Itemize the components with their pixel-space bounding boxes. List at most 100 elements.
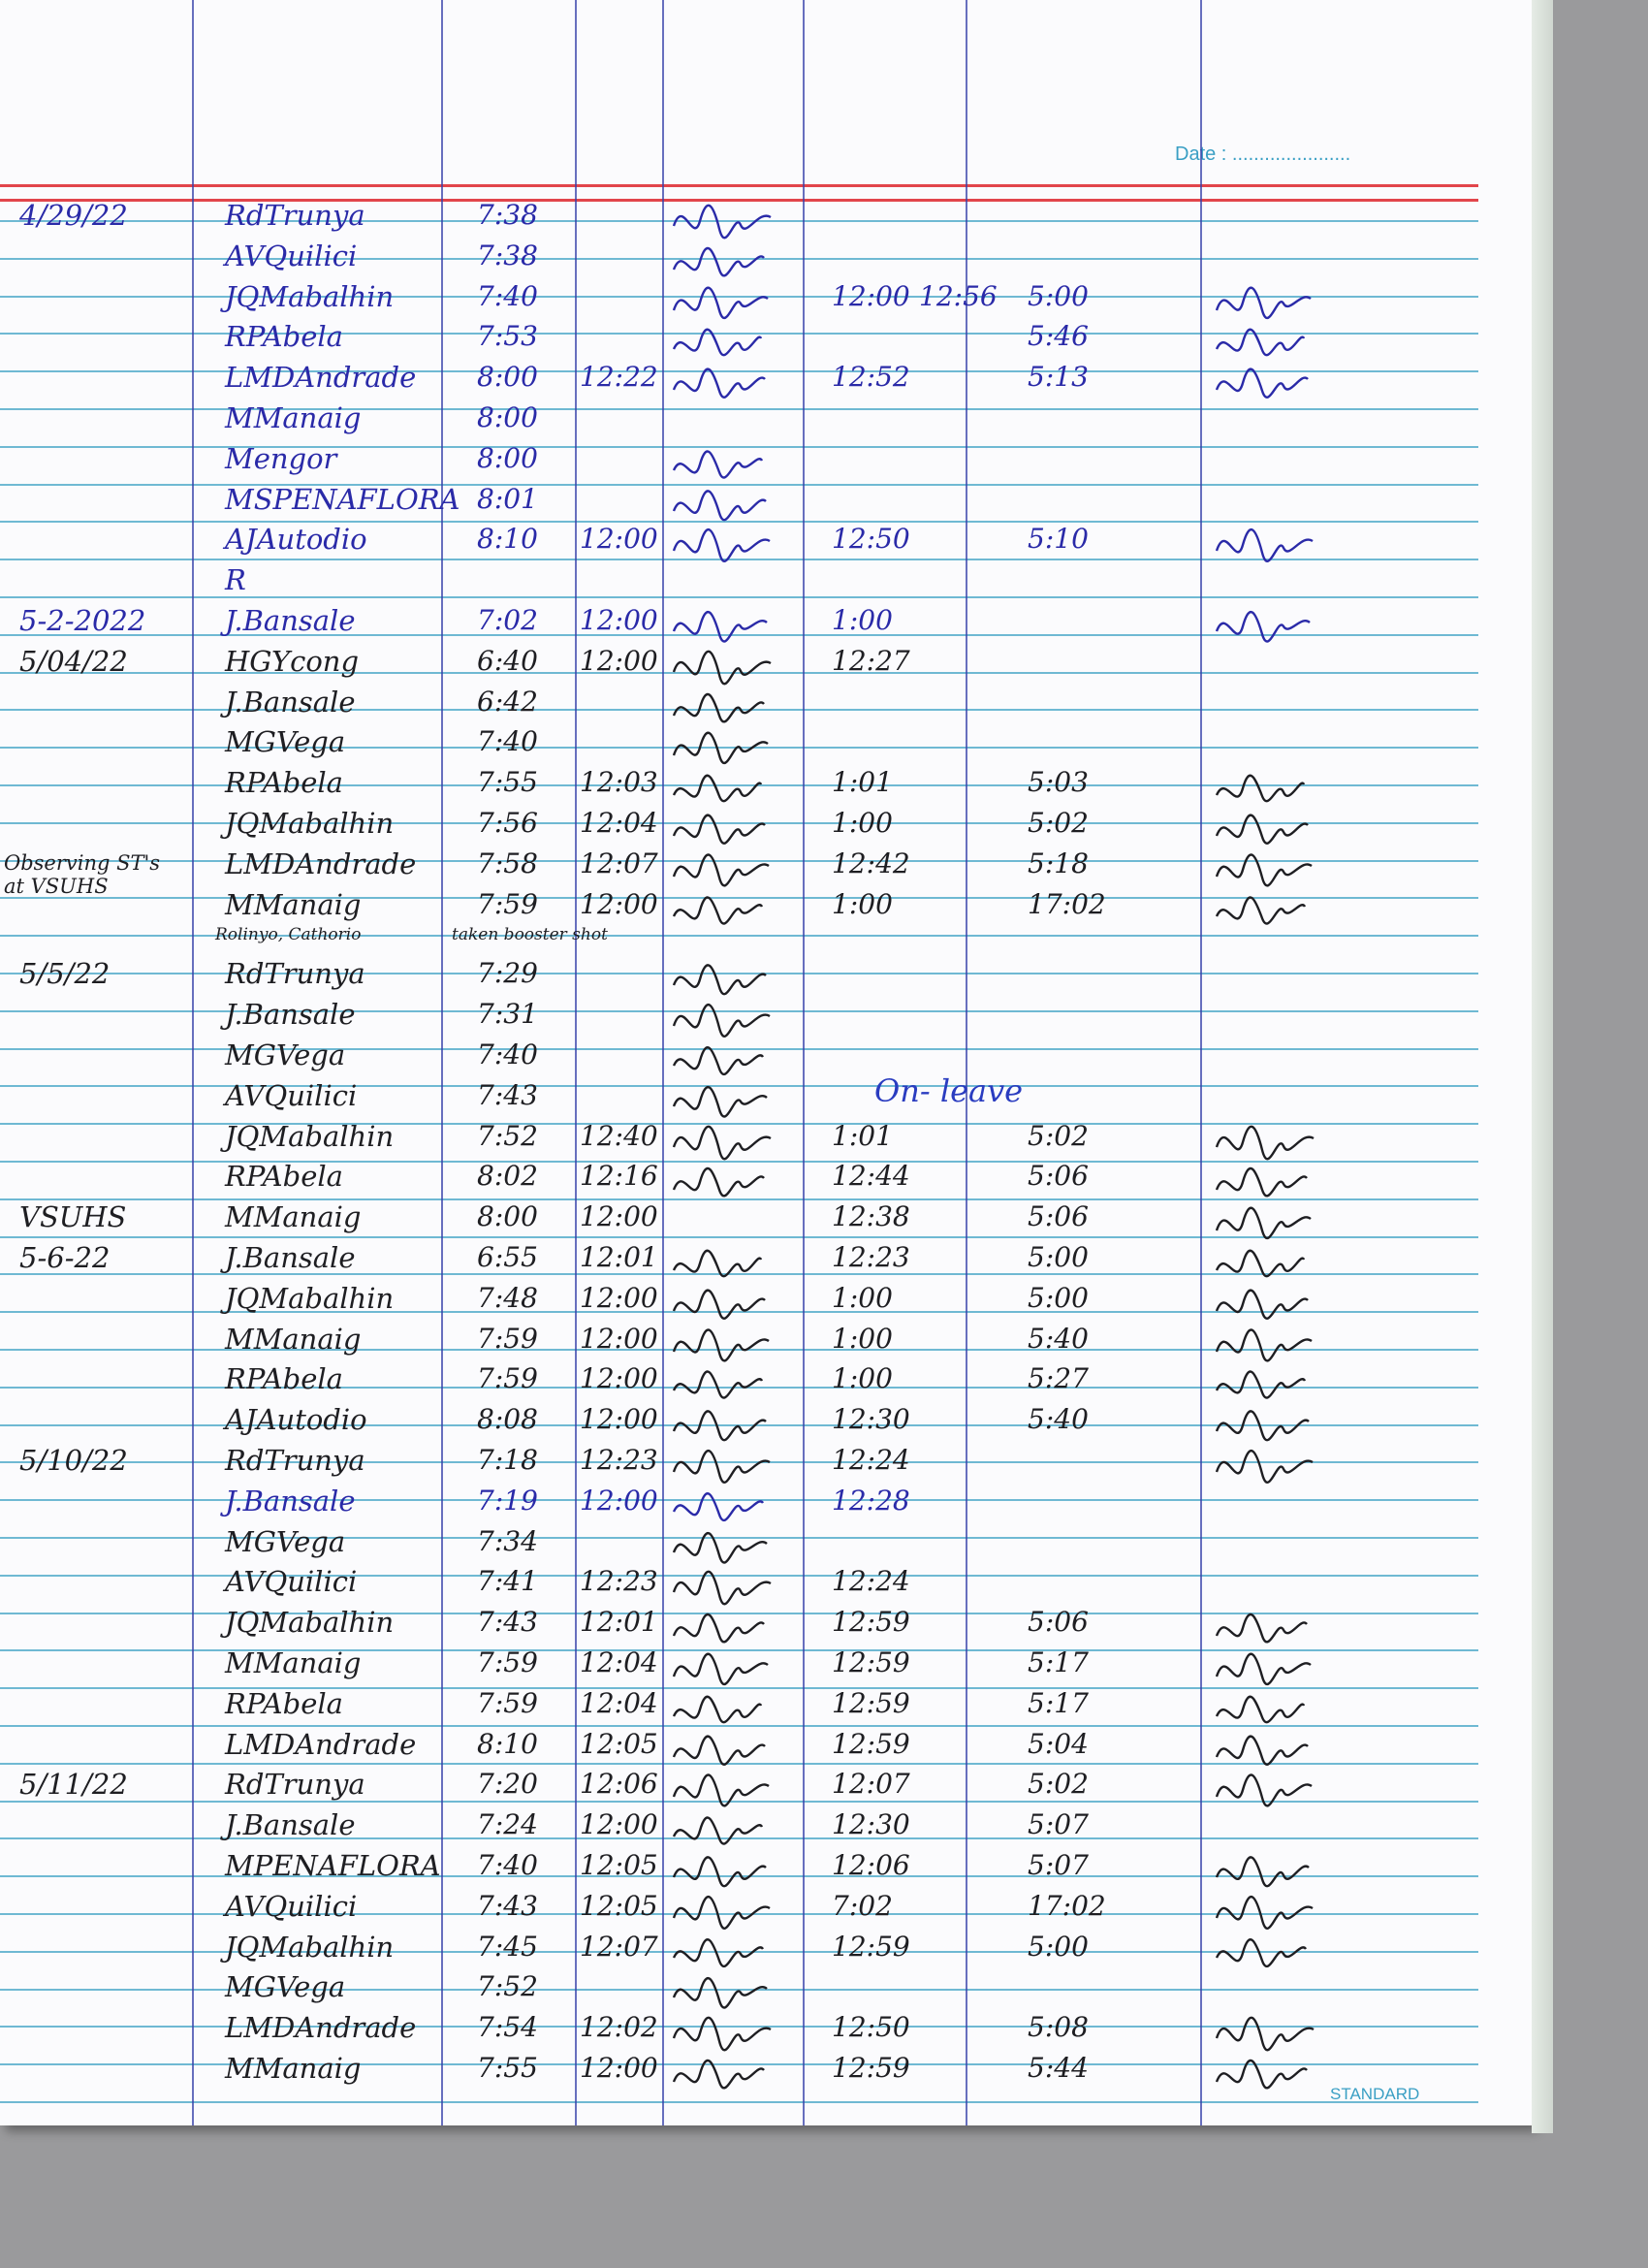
am-in-time: 7:55	[477, 2052, 538, 2084]
rule-line	[0, 1198, 1478, 1200]
signature-icon	[1215, 1289, 1309, 1320]
am-out-time: 12:00	[580, 523, 658, 556]
name-cell: LMDAndrade	[225, 1727, 417, 1761]
am-in-time: 7:45	[477, 1930, 538, 1963]
pm-out-time: 5:06	[1028, 1160, 1089, 1193]
am-out-time: 12:04	[580, 1646, 658, 1678]
rule-line	[0, 2026, 1478, 2028]
am-out-time: 12:23	[580, 1444, 658, 1476]
am-in-time: 7:31	[477, 998, 538, 1031]
rule-line	[0, 1800, 1478, 1803]
rule-line	[0, 1499, 1478, 1502]
pm-out-time: 17:02	[1028, 887, 1106, 920]
pm-in-time: 12:52	[832, 361, 910, 394]
rule-line	[0, 1423, 1478, 1426]
date-cell: 5-2-2022	[19, 604, 146, 637]
name-cell: RdTrunya	[225, 957, 365, 991]
am-in-time: 7:53	[477, 320, 538, 353]
rule-line	[0, 333, 1478, 335]
signature-icon	[672, 774, 763, 803]
name-cell: RPAbela	[225, 1160, 343, 1194]
pm-out-time: 5:13	[1028, 361, 1089, 394]
am-out-time: 12:00	[580, 1484, 658, 1517]
rule-line	[0, 784, 1478, 786]
pm-out-time: 5:17	[1028, 1686, 1089, 1719]
signature-icon	[672, 1410, 767, 1442]
signature-icon	[1215, 814, 1309, 845]
name-cell: JQMabalhin	[225, 1281, 395, 1315]
pm-out-time: 5:07	[1028, 1849, 1089, 1881]
name-cell: MManaig	[225, 1322, 362, 1356]
signature-icon	[1215, 1735, 1309, 1766]
name-cell: JQMabalhin	[225, 1119, 395, 1153]
pm-out-time: 5:40	[1028, 1403, 1089, 1436]
am-in-time: 8:08	[477, 1403, 538, 1436]
pm-in-time: 1:00	[832, 887, 893, 920]
date-cell: 4/29/22	[19, 199, 128, 232]
name-cell: LMDAndrade	[225, 361, 417, 395]
rule-line	[0, 1988, 1478, 1991]
name-cell: AVQuilici	[225, 239, 358, 272]
pm-in-time: 12:24	[832, 1444, 910, 1476]
am-in-time: 8:00	[477, 1200, 538, 1233]
am-out-time: 12:01	[580, 1241, 658, 1273]
pm-out-time: 5:00	[1028, 1241, 1089, 1273]
am-in-time: 7:59	[477, 1322, 538, 1355]
signature-icon	[672, 1450, 771, 1484]
am-out-time: 12:00	[580, 644, 658, 677]
rule-line	[0, 1837, 1478, 1840]
signature-icon	[1215, 286, 1312, 319]
name-cell: J.Bansale	[225, 1484, 356, 1517]
signature-icon	[1215, 2017, 1315, 2052]
am-out-time: 12:00	[580, 887, 658, 920]
am-out-time: 12:00	[580, 1322, 658, 1355]
signature-icon	[672, 2017, 772, 2052]
rule-line	[0, 897, 1478, 900]
am-in-time: 7:59	[477, 887, 538, 920]
am-in-time: 6:55	[477, 1241, 538, 1273]
signature-icon	[672, 1289, 766, 1320]
am-out-time: 12:02	[580, 2011, 658, 2044]
pm-out-time: 5:00	[1028, 279, 1089, 312]
pm-in-time: 12:42	[832, 847, 910, 879]
pm-out-time: 5:08	[1028, 2011, 1089, 2044]
name-cell: AVQuilici	[225, 1565, 358, 1599]
signature-icon	[672, 650, 772, 685]
signature-icon	[672, 1773, 770, 1807]
rule-line	[0, 1386, 1478, 1389]
pm-out-time: 5:18	[1028, 847, 1089, 879]
date-cell: 5/5/22	[19, 957, 111, 991]
pm-in-time: 12:59	[832, 1727, 910, 1760]
name-cell: RdTrunya	[225, 1444, 365, 1477]
signature-icon	[672, 1085, 768, 1118]
rule-line	[0, 859, 1478, 862]
column-line	[575, 0, 577, 2125]
rule-line	[0, 1461, 1478, 1464]
signature-icon	[672, 2059, 765, 2090]
brand-label: STANDARD	[1330, 2085, 1420, 2103]
rule-line	[0, 935, 1478, 938]
am-out-time: 12:01	[580, 1606, 658, 1639]
rule-line	[0, 408, 1478, 410]
am-out-time: 12:05	[580, 1889, 658, 1922]
column-line	[1200, 0, 1202, 2125]
pm-out-time: 5:02	[1028, 1768, 1089, 1801]
name-cell: MManaig	[225, 887, 362, 921]
pm-in-time: 12:30	[832, 1403, 910, 1436]
am-out-time: 12:00	[580, 1403, 658, 1436]
am-in-time: 8:00	[477, 361, 538, 394]
am-in-time: 7:52	[477, 1119, 538, 1152]
signature-icon	[1215, 2059, 1308, 2090]
signature-icon	[672, 1613, 765, 1644]
am-in-time: 7:40	[477, 1038, 538, 1070]
column-line	[662, 0, 664, 2125]
am-in-time: 8:02	[477, 1160, 538, 1193]
name-cell: JQMabalhin	[225, 1606, 395, 1640]
signature-icon	[672, 528, 771, 563]
signature-icon	[672, 450, 764, 479]
am-in-time: 7:58	[477, 847, 538, 879]
rule-line	[0, 257, 1478, 260]
name-cell: JQMabalhin	[225, 807, 395, 840]
am-in-time: 7:52	[477, 1970, 538, 2003]
signature-icon	[672, 1937, 765, 1967]
